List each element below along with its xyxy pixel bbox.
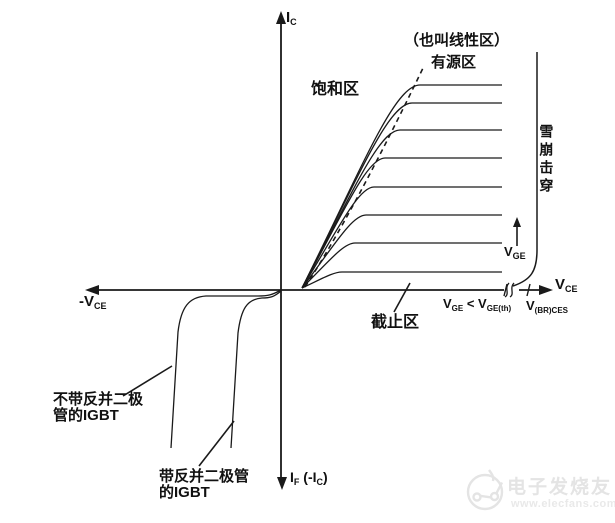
output-curve (301, 214, 502, 289)
x-axis-label-vce: VCE (555, 276, 578, 294)
output-curve (301, 157, 502, 289)
output-curve (301, 242, 502, 289)
pointer-line (198, 420, 235, 467)
watermark-logo (466, 469, 504, 511)
vbrces-label: V(BR)CES (526, 298, 569, 315)
output-curve (301, 271, 502, 289)
cutoff-region-label: 截止区 (371, 314, 420, 331)
watermark-url: www.elecfans.com (511, 498, 615, 510)
igbt-with-diode-label: 带反并二极管 的IGBT (159, 468, 250, 501)
output-curve (301, 186, 502, 289)
axes (95, 20, 542, 483)
pointer-line (393, 282, 411, 313)
vge-threshold-condition: VGE < VGE(th) (443, 296, 512, 313)
arrowheads (85, 11, 553, 490)
curve-family (122, 52, 538, 467)
saturation-region-label: 饱和区 (311, 81, 360, 98)
region-boundary-dashed (304, 65, 425, 288)
y-axis-label-if: IF (-IC) (290, 469, 328, 487)
active-region-label: 有源区 (431, 54, 477, 71)
output-curve (301, 129, 502, 289)
x-axis-label-neg-vce: -VCE (79, 293, 107, 311)
igbt-no-diode-label: 不带反并二极 管的IGBT (53, 391, 144, 424)
y-axis-label-ic: IC (286, 9, 297, 27)
reverse-curve (230, 290, 282, 449)
watermark-brand: 电子发烧友 (507, 477, 613, 498)
reverse-curve (170, 289, 282, 449)
vge-marker-label: VGE (504, 244, 526, 261)
output-curve (301, 102, 502, 289)
linear-region-note: （也叫线性区） (404, 32, 510, 49)
pointer-line (122, 365, 173, 397)
avalanche-breakdown-label: 雪崩击穿 (538, 124, 555, 196)
avalanche-curve (512, 52, 538, 287)
